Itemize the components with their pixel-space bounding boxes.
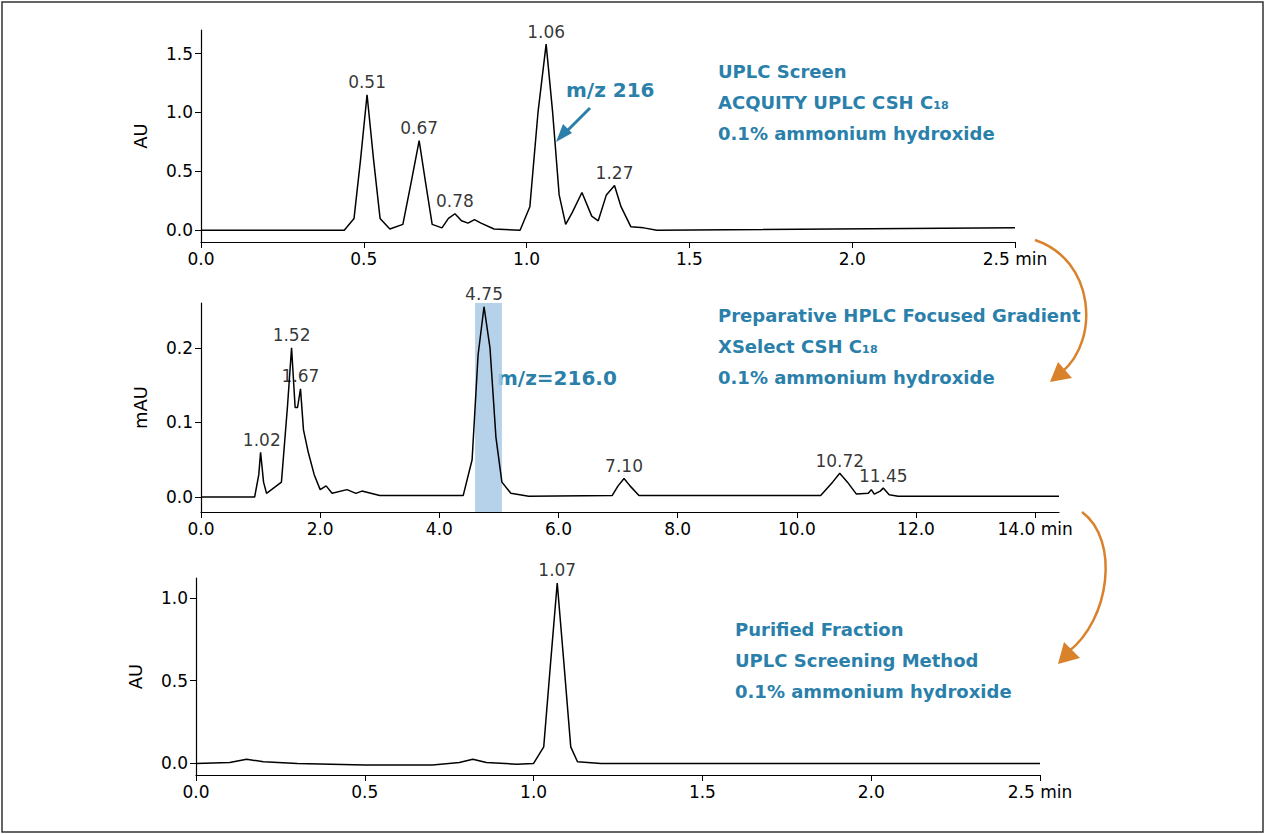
svg-text:10.72: 10.72: [815, 451, 864, 471]
svg-text:Preparative HPLC Focused Gradi: Preparative HPLC Focused Gradient: [718, 305, 1081, 326]
svg-text:0.1% ammonium hydroxide: 0.1% ammonium hydroxide: [735, 681, 1012, 702]
svg-text:0.5: 0.5: [161, 671, 188, 691]
svg-text:m/z=216.0: m/z=216.0: [497, 366, 617, 390]
svg-text:1.0: 1.0: [161, 588, 188, 608]
svg-text:2.0: 2.0: [307, 519, 334, 539]
svg-text:7.10: 7.10: [605, 456, 643, 476]
svg-text:14.0 min: 14.0 min: [998, 519, 1073, 539]
svg-text:Purified Fraction: Purified Fraction: [735, 619, 904, 640]
svg-text:0.78: 0.78: [436, 191, 474, 211]
svg-text:0.5: 0.5: [166, 161, 193, 181]
svg-text:XSelect CSH C₁₈: XSelect CSH C₁₈: [718, 336, 878, 357]
svg-text:2.5 min: 2.5 min: [1008, 782, 1073, 802]
svg-text:m/z 216: m/z 216: [566, 78, 655, 102]
svg-text:0.67: 0.67: [400, 118, 438, 138]
svg-text:0.0: 0.0: [187, 519, 214, 539]
svg-text:1.0: 1.0: [513, 249, 540, 269]
svg-text:10.0: 10.0: [778, 519, 816, 539]
svg-text:0.0: 0.0: [166, 487, 193, 507]
svg-text:UPLC Screen: UPLC Screen: [718, 61, 847, 82]
svg-text:1.07: 1.07: [538, 560, 576, 580]
svg-text:AU: AU: [130, 123, 151, 149]
svg-text:2.0: 2.0: [839, 249, 866, 269]
svg-text:1.06: 1.06: [527, 22, 565, 42]
svg-text:8.0: 8.0: [664, 519, 691, 539]
svg-text:0.51: 0.51: [348, 72, 386, 92]
svg-text:4.75: 4.75: [465, 284, 503, 304]
svg-text:0.1: 0.1: [166, 412, 193, 432]
svg-text:4.0: 4.0: [426, 519, 453, 539]
svg-text:1.27: 1.27: [596, 163, 634, 183]
svg-text:UPLC Screening Method: UPLC Screening Method: [735, 650, 978, 671]
svg-text:0.0: 0.0: [166, 220, 193, 240]
svg-text:mAU: mAU: [130, 386, 151, 429]
svg-text:0.1% ammonium hydroxide: 0.1% ammonium hydroxide: [718, 367, 995, 388]
svg-text:0.2: 0.2: [166, 338, 193, 358]
svg-text:1.5: 1.5: [689, 782, 716, 802]
svg-text:0.5: 0.5: [350, 249, 377, 269]
svg-text:ACQUITY UPLC CSH C₁₈: ACQUITY UPLC CSH C₁₈: [718, 92, 949, 113]
svg-text:1.52: 1.52: [273, 325, 311, 345]
svg-text:1.02: 1.02: [243, 430, 281, 450]
svg-text:1.0: 1.0: [166, 102, 193, 122]
svg-text:2.0: 2.0: [858, 782, 885, 802]
svg-text:1.5: 1.5: [676, 249, 703, 269]
svg-text:1.67: 1.67: [282, 366, 320, 386]
svg-text:1.0: 1.0: [520, 782, 547, 802]
svg-text:0.0: 0.0: [187, 249, 214, 269]
svg-text:0.0: 0.0: [182, 782, 209, 802]
svg-text:6.0: 6.0: [545, 519, 572, 539]
svg-text:0.1% ammonium hydroxide: 0.1% ammonium hydroxide: [718, 123, 995, 144]
svg-text:0.5: 0.5: [351, 782, 378, 802]
svg-text:12.0: 12.0: [897, 519, 935, 539]
svg-text:2.5 min: 2.5 min: [983, 249, 1048, 269]
svg-text:0.0: 0.0: [161, 753, 188, 773]
svg-text:1.5: 1.5: [166, 44, 193, 64]
svg-text:AU: AU: [125, 664, 146, 690]
svg-text:11.45: 11.45: [859, 466, 908, 486]
